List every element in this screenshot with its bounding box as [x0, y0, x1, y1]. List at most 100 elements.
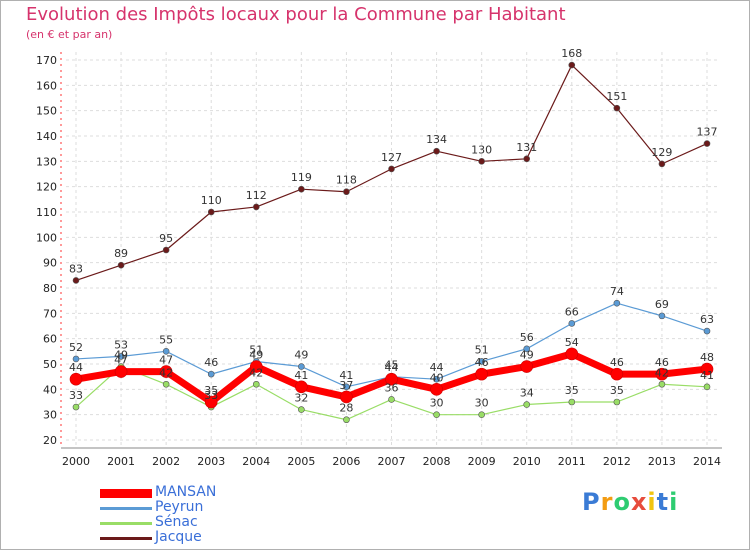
chart-subtitle: (en € et par an) — [26, 28, 113, 41]
data-label-mansan: 46 — [475, 356, 489, 369]
x-tick-label: 2012 — [603, 455, 631, 468]
data-point-peyrun — [658, 312, 666, 320]
x-tick-label: 2004 — [242, 455, 270, 468]
data-label-mansan: 46 — [610, 356, 624, 369]
data-point-mansan — [700, 362, 714, 376]
data-point-peyrun — [568, 320, 576, 327]
data-label-jacque: 118 — [336, 174, 357, 187]
y-tick-label: 80 — [43, 282, 57, 295]
data-label-senac: 33 — [204, 389, 218, 402]
x-tick-label: 2007 — [378, 455, 406, 468]
y-tick-label: 140 — [36, 130, 57, 143]
data-label-mansan: 46 — [655, 356, 669, 369]
data-point-peyrun — [613, 299, 621, 307]
data-point-mansan — [565, 347, 579, 361]
logo-letter: P — [582, 488, 601, 516]
data-label-jacque: 95 — [159, 232, 173, 245]
data-label-jacque: 129 — [651, 146, 672, 159]
data-point-peyrun — [72, 355, 80, 363]
data-label-mansan: 35 — [204, 384, 218, 397]
data-label-mansan: 40 — [430, 371, 444, 384]
data-label-senac: 49 — [114, 349, 128, 362]
data-label-mansan: 48 — [700, 351, 714, 364]
data-label-peyrun: 51 — [249, 343, 263, 356]
data-point-senac — [568, 398, 576, 406]
data-label-peyrun: 41 — [339, 369, 353, 382]
data-label-mansan: 44 — [69, 361, 83, 374]
data-point-jacque — [388, 165, 395, 173]
y-tick-label: 170 — [36, 54, 57, 67]
data-point-peyrun — [298, 363, 305, 370]
logo-letter: i — [669, 488, 679, 516]
data-label-peyrun: 69 — [655, 298, 669, 311]
data-point-jacque — [162, 246, 170, 254]
data-point-jacque — [523, 155, 531, 163]
data-point-senac — [703, 383, 711, 391]
data-label-peyrun: 56 — [520, 331, 534, 344]
data-point-senac — [252, 380, 260, 388]
data-label-senac: 33 — [69, 389, 83, 402]
data-point-jacque — [252, 203, 260, 211]
data-label-peyrun: 46 — [204, 356, 218, 369]
data-label-senac: 30 — [430, 397, 444, 410]
x-tick-label: 2010 — [513, 455, 541, 468]
data-point-peyrun — [703, 327, 711, 335]
data-point-mansan — [340, 390, 353, 404]
data-point-senac — [523, 401, 531, 408]
legend-swatch-jacque — [100, 537, 152, 540]
data-label-peyrun: 66 — [565, 305, 579, 318]
data-point-peyrun — [433, 375, 440, 383]
data-label-senac: 42 — [249, 366, 263, 379]
data-label-mansan: 44 — [385, 361, 399, 374]
data-point-peyrun — [162, 348, 170, 355]
y-tick-label: 20 — [43, 434, 57, 447]
data-point-jacque — [433, 147, 440, 155]
data-point-senac — [613, 398, 621, 406]
y-tick-label: 40 — [43, 383, 57, 396]
data-label-jacque: 151 — [606, 90, 627, 103]
data-point-senac — [433, 411, 440, 418]
series-lines — [69, 61, 714, 424]
data-point-mansan — [204, 395, 218, 409]
x-tick-label: 2006 — [332, 455, 360, 468]
data-label-peyrun: 55 — [159, 333, 173, 346]
data-label-peyrun: 49 — [294, 349, 308, 362]
data-point-senac — [388, 396, 395, 403]
chart-title: Evolution des Impôts locaux pour la Comm… — [26, 4, 566, 25]
x-tick-label: 2008 — [423, 455, 451, 468]
data-label-mansan: 49 — [249, 349, 263, 362]
data-label-senac: 35 — [565, 384, 579, 397]
data-point-jacque — [298, 185, 305, 193]
legend-label-peyrun: Peyrun — [155, 499, 204, 515]
data-point-peyrun — [478, 358, 485, 365]
y-tick-label: 110 — [36, 206, 57, 219]
x-tick-label: 2003 — [197, 455, 225, 468]
data-point-mansan — [295, 380, 308, 394]
data-label-senac: 34 — [520, 387, 534, 400]
data-point-mansan — [610, 367, 624, 381]
data-point-jacque — [478, 158, 485, 165]
x-tick-label: 2013 — [648, 455, 676, 468]
x-tick-label: 2000 — [62, 455, 90, 468]
data-point-jacque — [568, 61, 576, 69]
legend-label-jacque: Jacque — [155, 529, 202, 545]
data-label-jacque: 119 — [291, 171, 312, 184]
data-point-senac — [72, 403, 80, 411]
grid — [66, 52, 717, 446]
data-point-peyrun — [343, 383, 350, 391]
data-point-peyrun — [207, 370, 215, 378]
y-tick-label: 150 — [36, 105, 57, 118]
legend-label-mansan: MANSAN — [155, 484, 217, 500]
y-tick-label: 130 — [36, 155, 57, 168]
logo-letter: o — [613, 488, 631, 516]
data-label-peyrun: 51 — [475, 343, 489, 356]
data-label-peyrun: 44 — [430, 361, 444, 374]
logo-letter: r — [600, 488, 614, 516]
x-tick-label: 2011 — [558, 455, 586, 468]
data-label-peyrun: 63 — [700, 313, 714, 326]
data-label-senac: 30 — [475, 397, 489, 410]
x-tick-label: 2005 — [287, 455, 315, 468]
legend-swatch-senac — [100, 522, 152, 525]
data-label-mansan: 54 — [565, 336, 579, 349]
